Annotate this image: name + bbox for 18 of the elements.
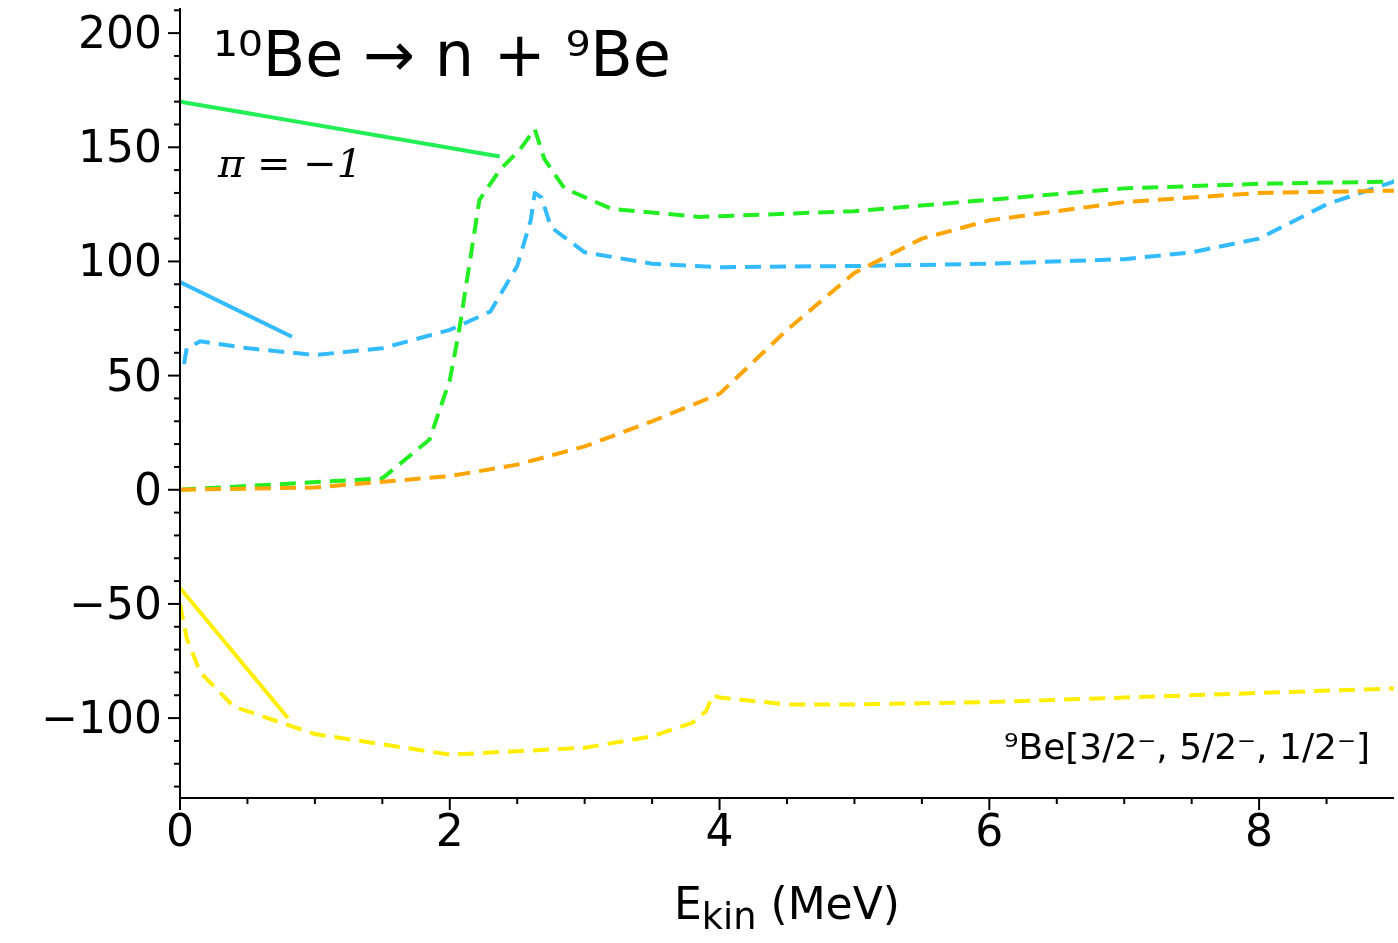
chart-title: ¹⁰Be → n + ⁹Be	[213, 18, 671, 91]
x-tick-label: 4	[705, 805, 734, 856]
y-tick-label: −100	[41, 692, 162, 744]
y-tick-label: 50	[106, 349, 162, 401]
x-axis-title: E$_{kin}$ (MeV)	[673, 878, 901, 938]
y-tick-label: 0	[134, 463, 162, 515]
y-tick-label: 150	[78, 121, 162, 173]
line-series	[182, 179, 1394, 367]
x-tick-label: 8	[1245, 805, 1274, 856]
x-tick-label: 6	[975, 805, 1004, 856]
annotation: ⁹Be[3/2⁻, 5/2⁻, 1/2⁻]	[1004, 726, 1370, 767]
line-series	[180, 188, 1394, 492]
x-tick-label: 2	[435, 805, 464, 856]
y-tick-label: 100	[78, 235, 162, 287]
x-tick-label: 0	[166, 805, 194, 856]
y-tick-label: 200	[78, 7, 162, 59]
y-tick-label: −50	[69, 577, 162, 629]
annotation: π = −1	[218, 140, 363, 186]
